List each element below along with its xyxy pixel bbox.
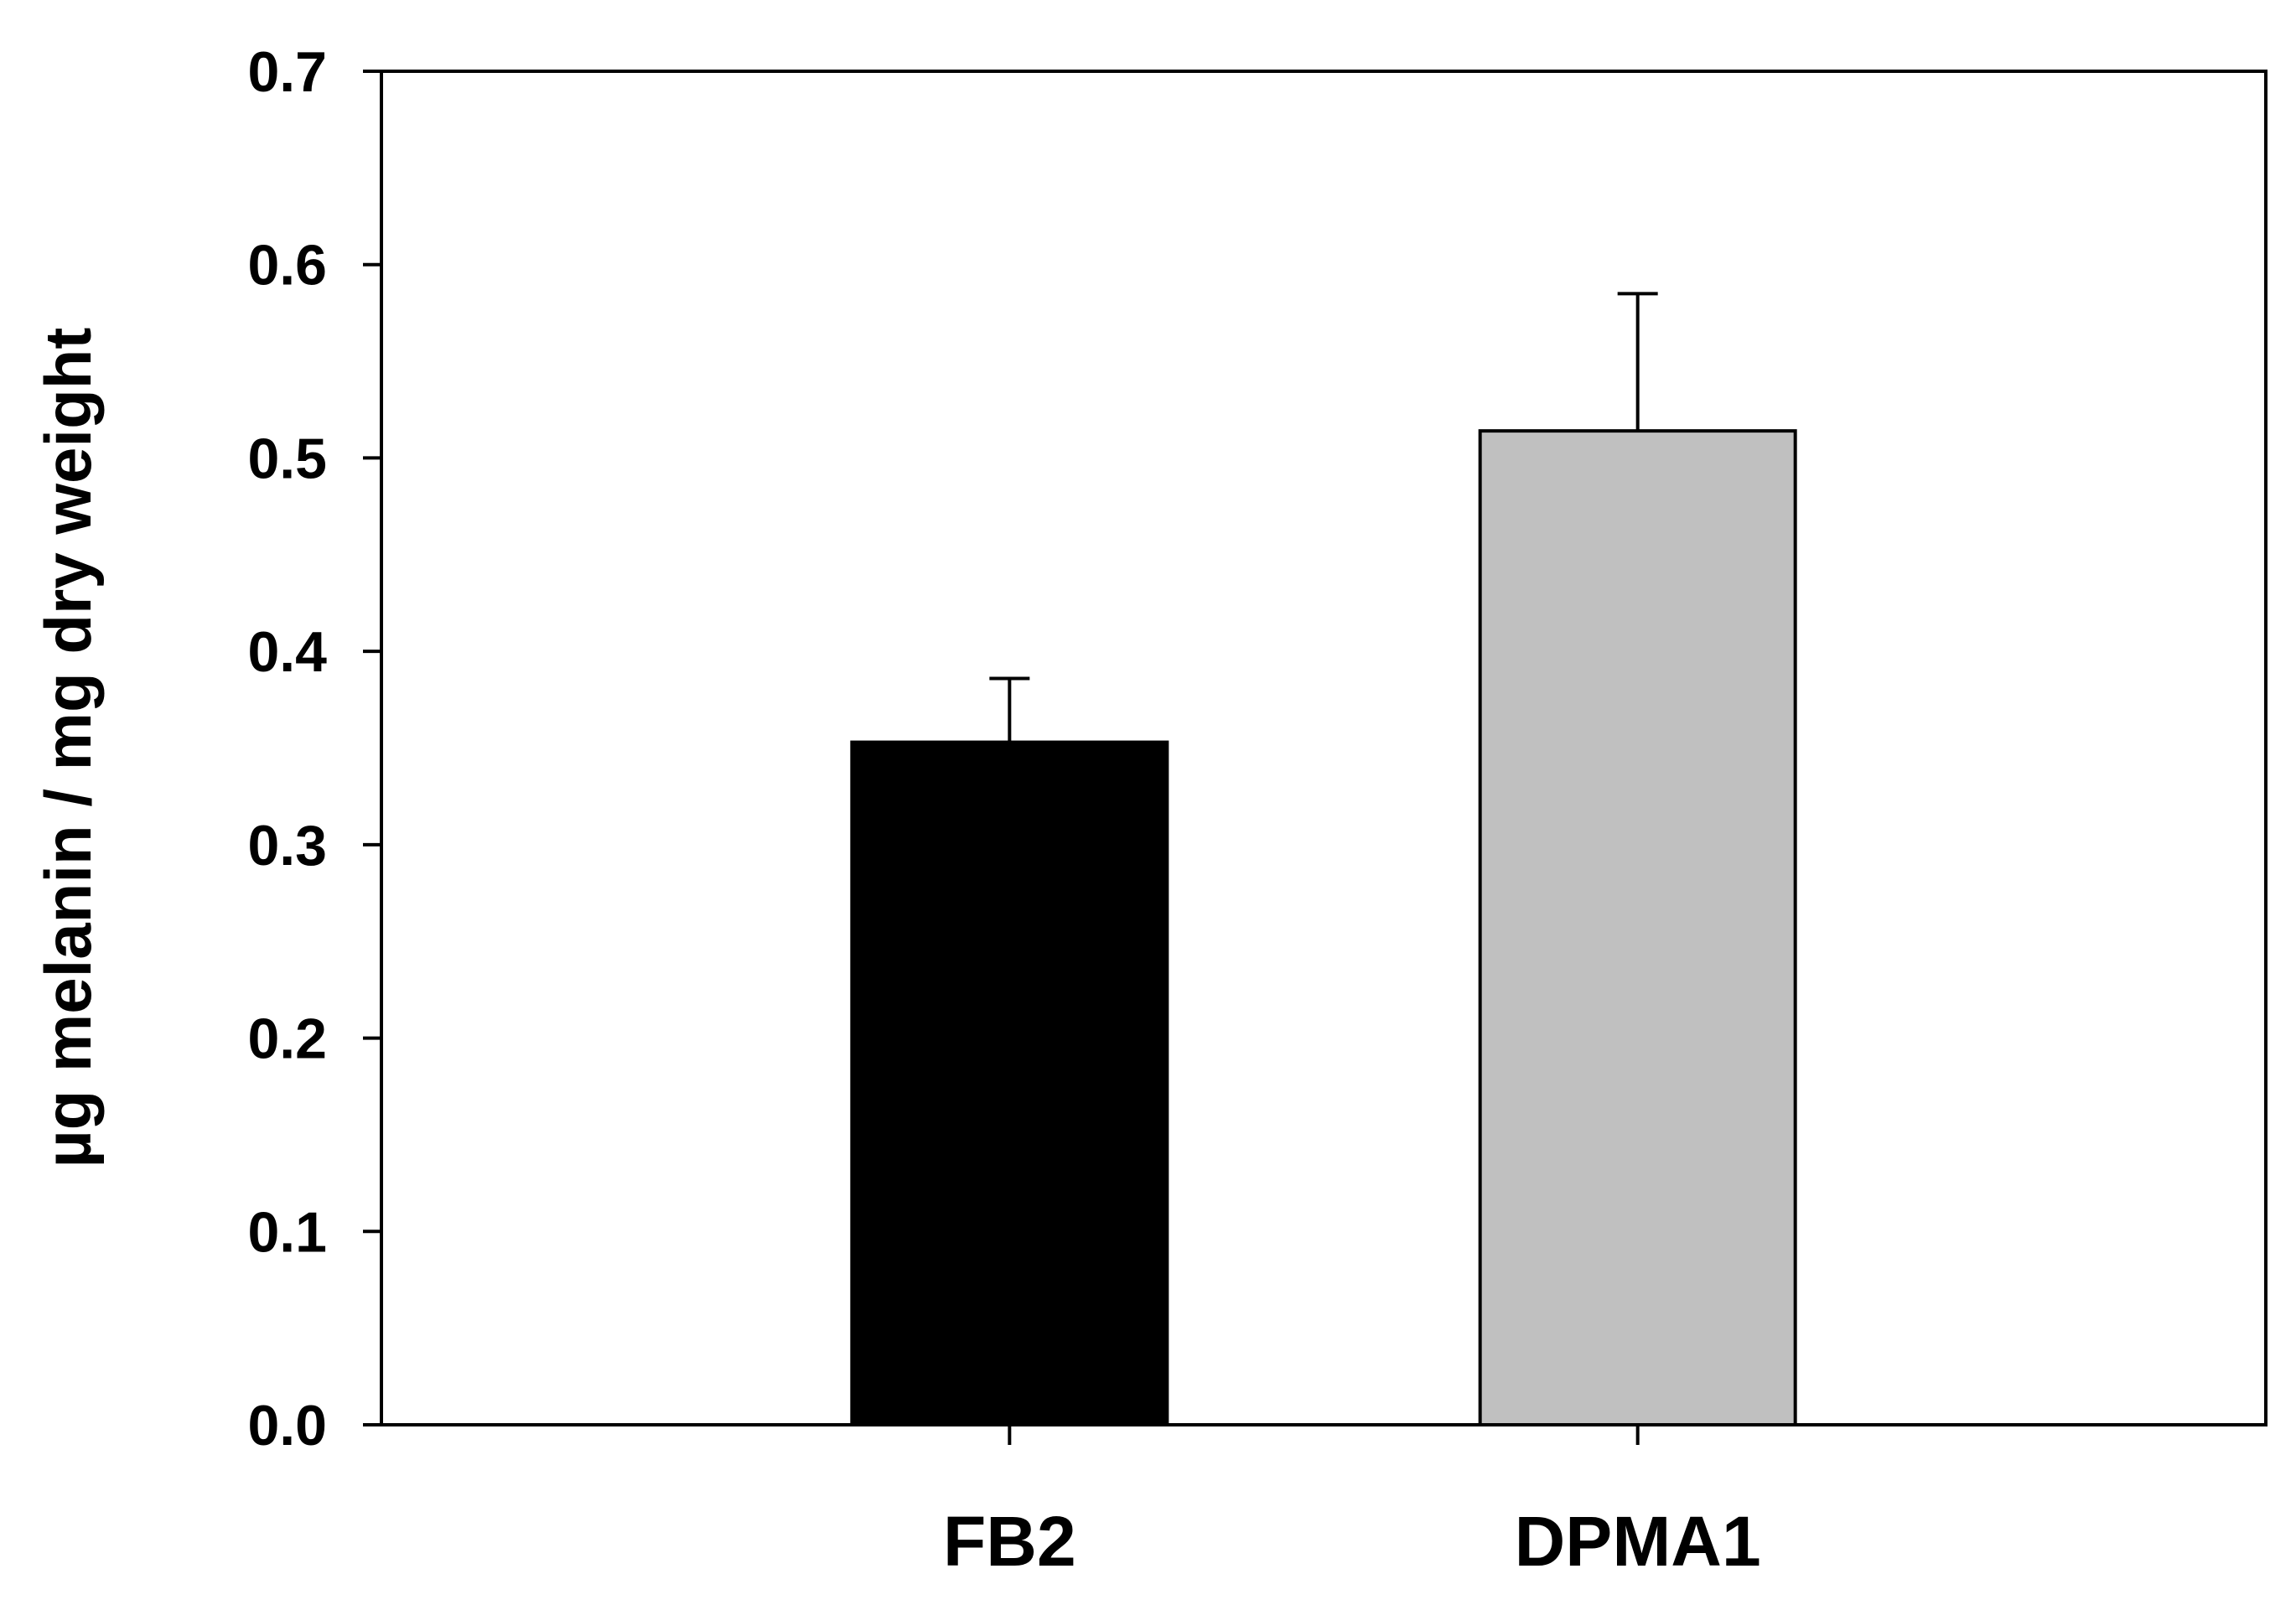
x-tick-label: DPMA1 (1515, 1502, 1761, 1581)
y-tick-label: 0.6 (247, 234, 327, 298)
bar-fb2 (850, 740, 1169, 1426)
y-axis-title: µg melanin / mg dry weight (31, 328, 105, 1168)
bars (850, 429, 1797, 1427)
y-tick-label: 0.5 (247, 427, 327, 490)
x-axis-ticks: FB2 DPMA1 (943, 1425, 1761, 1581)
y-axis-ticks: 0.0 0.1 0.2 0.3 0.4 0.5 0.6 0.7 (247, 40, 381, 1457)
y-tick-label: 0.0 (247, 1394, 327, 1457)
x-tick-label: FB2 (943, 1502, 1076, 1581)
error-bars (989, 292, 1658, 743)
y-tick-label: 0.7 (247, 40, 327, 104)
y-tick-label: 0.2 (247, 1007, 327, 1071)
y-tick-label: 0.1 (247, 1200, 327, 1264)
y-tick-label: 0.3 (247, 814, 327, 878)
plot-frame (380, 70, 2267, 1426)
y-tick-label: 0.4 (247, 620, 327, 684)
bar-dpma1 (1478, 429, 1797, 1427)
